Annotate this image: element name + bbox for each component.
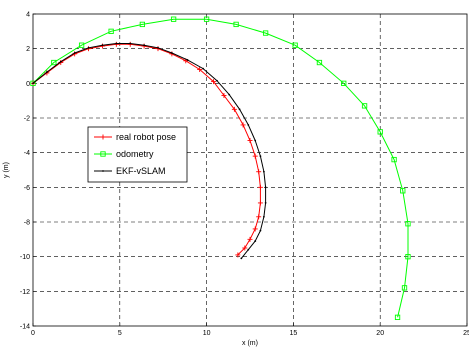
data-point — [46, 71, 48, 73]
data-point — [129, 43, 131, 45]
y-tick-label: -14 — [20, 324, 30, 331]
x-tick-label: 25 — [463, 330, 469, 337]
data-point — [216, 80, 218, 82]
data-point — [240, 258, 242, 260]
y-tick-label: 4 — [26, 12, 30, 19]
y-tick-label: -8 — [24, 220, 30, 227]
data-point — [32, 82, 34, 84]
y-tick-label: -4 — [24, 150, 30, 157]
legend: real robot pose odometry EKF-vSLAM — [88, 127, 187, 182]
x-tick-label: 20 — [376, 330, 384, 337]
data-point — [265, 186, 267, 188]
data-point — [260, 155, 262, 157]
x-tick-label: 10 — [203, 330, 211, 337]
x-tick-label: 15 — [290, 330, 298, 337]
data-point — [228, 94, 230, 96]
data-point — [115, 43, 117, 45]
x-tick-label: 5 — [118, 330, 122, 337]
data-point — [143, 44, 145, 46]
y-tick-label: -6 — [24, 185, 30, 192]
data-point — [254, 140, 256, 142]
y-tick-label: 0 — [26, 81, 30, 88]
legend-label: odometry — [116, 149, 154, 159]
y-axis-label: y (m) — [3, 162, 10, 178]
x-tick-label: 0 — [31, 330, 35, 337]
data-point — [247, 124, 249, 126]
data-point — [74, 52, 76, 54]
y-tick-label: 2 — [26, 46, 30, 53]
data-point — [171, 52, 173, 54]
data-point — [247, 249, 249, 251]
legend-marker — [102, 170, 104, 172]
data-point — [88, 47, 90, 49]
data-point — [263, 216, 265, 218]
y-tick-label: -2 — [24, 116, 30, 123]
data-point — [202, 68, 204, 70]
legend-label: real robot pose — [116, 132, 176, 142]
x-axis-label: x (m) — [242, 340, 258, 347]
data-point — [260, 230, 262, 232]
data-point — [254, 240, 256, 242]
data-point — [157, 47, 159, 49]
data-point — [102, 44, 104, 46]
y-tick-label: -10 — [20, 254, 30, 261]
data-point — [187, 59, 189, 61]
data-point — [60, 61, 62, 63]
data-point — [263, 171, 265, 173]
data-point — [265, 202, 267, 204]
y-tick-label: -12 — [20, 289, 30, 296]
legend-label: EKF-vSLAM — [116, 166, 166, 176]
data-point — [239, 108, 241, 110]
